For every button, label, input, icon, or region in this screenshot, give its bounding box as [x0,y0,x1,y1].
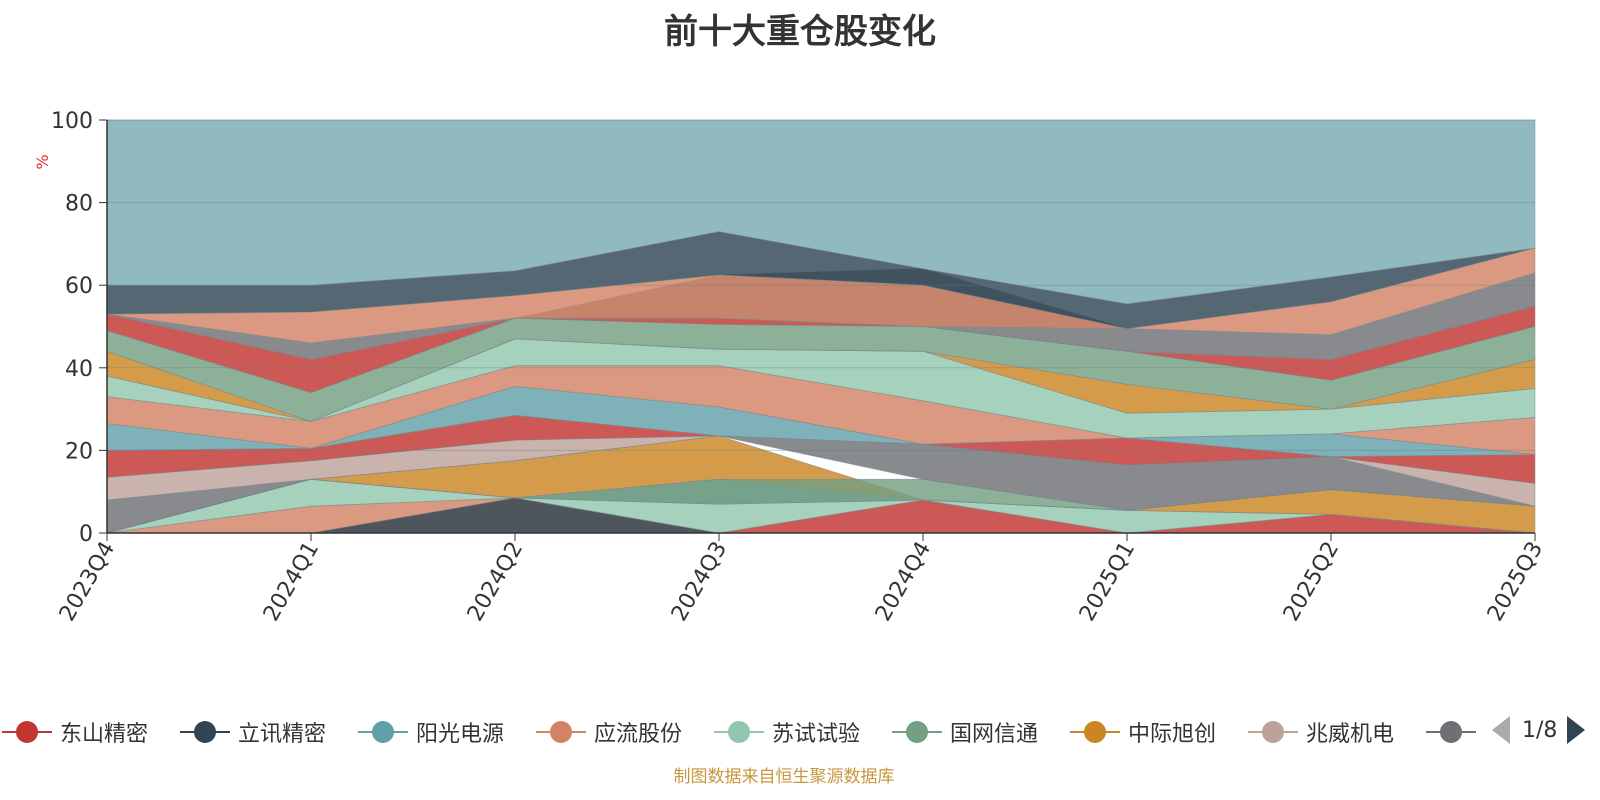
source-note: 制图数据来自恒生聚源数据库 [673,767,895,787]
legend-prev-arrow-icon[interactable] [1492,716,1510,744]
y-axis-label: % [33,154,52,169]
y-tick-label: 80 [65,192,93,217]
legend-marker-icon [892,719,942,745]
legend-label: 立讯精密 [238,722,327,747]
legend-label: 阳光电源 [416,722,505,747]
x-tick-label: 2024Q3 [667,538,732,626]
bands-layer [106,119,1536,534]
area-band [106,119,1536,305]
legend-label: 兆威机电 [1306,722,1395,747]
y-tick-label: 60 [65,274,93,299]
y-tick-label: 40 [65,357,93,382]
x-tick-label: 2024Q2 [463,538,528,626]
legend-marker-icon [1426,719,1476,745]
legend-marker-icon [358,719,408,745]
legend: 东山精密 立讯精密 阳光电源 应流股份 苏试试验 国网信通 中际旭创 兆威机电 [0,712,1490,752]
legend-item[interactable]: 立讯精密 [180,712,326,752]
legend-label: 应流股份 [594,722,683,747]
x-tick-label: 2023Q4 [55,538,120,626]
x-tick-label: 2024Q4 [871,538,936,626]
y-tick-label: 100 [51,109,93,134]
legend-item[interactable]: 苏试试验 [714,712,860,752]
legend-item[interactable]: 阳光电源 [358,712,504,752]
x-tick-label: 2025Q3 [1483,538,1548,626]
y-tick-label: 20 [65,439,93,464]
chart-title: 前十大重仓股变化 [664,12,936,52]
chart-area: 0 20 40 60 80 100 2023Q4 2024Q1 2024Q2 2024Q3 2024… [33,109,1548,626]
legend-label: 中际旭创 [1128,722,1217,747]
legend-next-arrow-icon[interactable] [1567,716,1586,744]
legend-item[interactable]: 东山精密 [2,712,148,752]
legend-item[interactable]: 中际旭创 [1070,712,1216,752]
legend-page-indicator: 1/8 [1522,717,1558,743]
grid-layer [107,119,1535,451]
legend-item[interactable]: 应流股份 [536,712,682,752]
x-tick-label: 2024Q1 [259,538,324,626]
legend-marker-icon [180,719,230,745]
legend-marker-icon [1070,719,1120,745]
x-tick-label: 2025Q1 [1075,538,1140,626]
legend-label: 国网信通 [950,722,1039,747]
legend-item[interactable]: 国网信通 [892,712,1038,752]
y-tick-label: 0 [79,522,93,547]
legend-marker-icon [2,719,52,745]
legend-pager: 1/8 [1490,708,1600,752]
legend-marker-icon [536,719,586,745]
x-tick-label: 2025Q2 [1279,538,1344,626]
legend-item[interactable] [1426,712,1484,752]
legend-marker-icon [714,719,764,745]
legend-marker-icon [1248,719,1298,745]
legend-item[interactable]: 兆威机电 [1248,712,1394,752]
legend-label: 苏试试验 [772,722,861,747]
legend-label: 东山精密 [60,722,149,747]
